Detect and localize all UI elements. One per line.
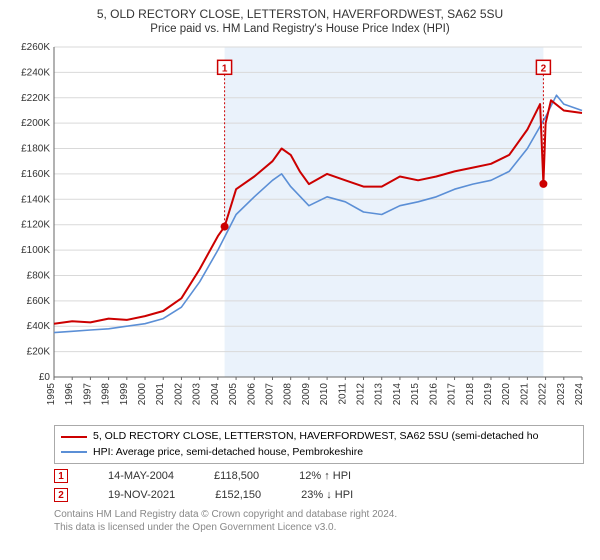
legend-item: HPI: Average price, semi-detached house,… (61, 445, 577, 461)
legend-swatch (61, 436, 87, 438)
svg-text:2009: 2009 (301, 382, 312, 405)
svg-text:2010: 2010 (319, 382, 330, 405)
svg-text:2006: 2006 (246, 382, 257, 405)
legend-item: 5, OLD RECTORY CLOSE, LETTERSTON, HAVERF… (61, 429, 577, 445)
svg-text:£160K: £160K (21, 169, 50, 180)
svg-text:1996: 1996 (64, 382, 75, 405)
sale-date: 14-MAY-2004 (108, 470, 174, 482)
svg-text:2022: 2022 (538, 382, 549, 405)
svg-text:£140K: £140K (21, 194, 50, 205)
svg-text:2004: 2004 (210, 382, 221, 405)
svg-text:£80K: £80K (27, 270, 51, 281)
legend-label: HPI: Average price, semi-detached house,… (93, 445, 363, 461)
svg-text:1995: 1995 (46, 382, 57, 405)
sale-row: 2 19-NOV-2021 £152,150 23% ↓ HPI (54, 488, 590, 502)
svg-text:2001: 2001 (155, 382, 166, 405)
svg-text:2015: 2015 (410, 382, 421, 405)
svg-text:2000: 2000 (137, 382, 148, 405)
svg-text:2021: 2021 (519, 382, 530, 405)
svg-text:2008: 2008 (283, 382, 294, 405)
svg-text:£120K: £120K (21, 219, 50, 230)
footnote-line1: Contains HM Land Registry data © Crown c… (54, 508, 590, 521)
svg-text:2003: 2003 (192, 382, 203, 405)
footnote-line2: This data is licensed under the Open Gov… (54, 521, 590, 534)
svg-text:1: 1 (222, 63, 228, 74)
svg-text:2019: 2019 (483, 382, 494, 405)
chart-area: £0 £20K £40K £60K £80K £100K £120K £140K £160K £1… (10, 39, 590, 421)
svg-text:£0: £0 (39, 372, 51, 383)
sale-delta: 23% ↓ HPI (301, 489, 353, 501)
svg-text:2011: 2011 (337, 382, 348, 404)
svg-text:2020: 2020 (501, 382, 512, 405)
svg-text:£260K: £260K (21, 42, 50, 53)
svg-text:1999: 1999 (119, 382, 130, 405)
footnote: Contains HM Land Registry data © Crown c… (54, 508, 590, 534)
svg-text:2: 2 (541, 63, 547, 74)
chart-title-line1: 5, OLD RECTORY CLOSE, LETTERSTON, HAVERF… (10, 6, 590, 23)
line-chart: £0 £20K £40K £60K £80K £100K £120K £140K £160K £1… (10, 39, 590, 421)
svg-text:2005: 2005 (228, 382, 239, 405)
svg-text:2014: 2014 (392, 382, 403, 405)
svg-text:£60K: £60K (27, 296, 51, 307)
sale-marker-icon: 1 (54, 469, 68, 483)
svg-text:2013: 2013 (374, 382, 385, 405)
svg-text:£180K: £180K (21, 143, 50, 154)
legend-label: 5, OLD RECTORY CLOSE, LETTERSTON, HAVERF… (93, 429, 538, 445)
svg-text:2023: 2023 (556, 382, 567, 405)
svg-text:£200K: £200K (21, 118, 50, 129)
sale-price: £118,500 (214, 470, 259, 482)
svg-text:1997: 1997 (82, 382, 93, 405)
svg-text:2017: 2017 (447, 382, 458, 405)
svg-text:2007: 2007 (264, 382, 275, 405)
sale-row: 1 14-MAY-2004 £118,500 12% ↑ HPI (54, 469, 590, 483)
svg-text:2002: 2002 (173, 382, 184, 405)
sale-delta: 12% ↑ HPI (299, 470, 351, 482)
svg-text:£220K: £220K (21, 93, 50, 104)
container: 5, OLD RECTORY CLOSE, LETTERSTON, HAVERF… (0, 0, 600, 560)
svg-text:2012: 2012 (356, 382, 367, 405)
svg-text:2024: 2024 (574, 382, 585, 405)
svg-text:2018: 2018 (465, 382, 476, 405)
svg-text:£40K: £40K (27, 321, 51, 332)
sale-date: 19-NOV-2021 (108, 489, 175, 501)
svg-text:£20K: £20K (27, 346, 51, 357)
sale-marker-icon: 2 (54, 488, 68, 502)
svg-text:2016: 2016 (428, 382, 439, 405)
legend-box: 5, OLD RECTORY CLOSE, LETTERSTON, HAVERF… (54, 425, 584, 465)
chart-title-line2: Price paid vs. HM Land Registry's House … (10, 23, 590, 35)
svg-text:1998: 1998 (101, 382, 112, 405)
sale-price: £152,150 (215, 489, 261, 501)
svg-text:£240K: £240K (21, 67, 50, 78)
legend-swatch (61, 451, 87, 453)
svg-text:£100K: £100K (21, 245, 50, 256)
